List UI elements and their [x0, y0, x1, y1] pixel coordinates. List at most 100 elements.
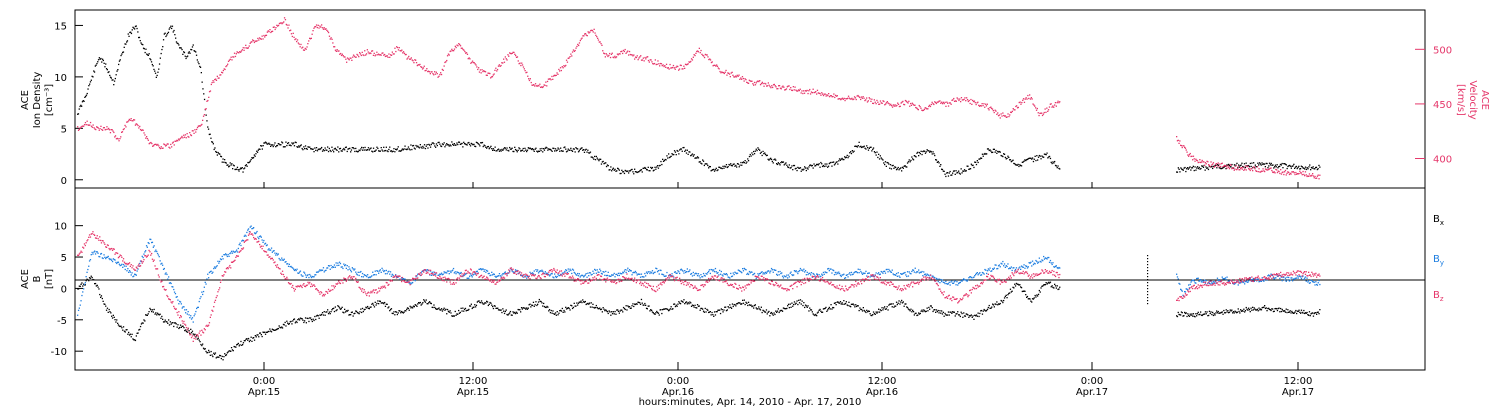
b-bx-series-point: [188, 330, 190, 332]
ion-density-series-point: [821, 165, 824, 168]
b-by-series-point: [717, 271, 719, 274]
velocity-series-point: [587, 31, 589, 33]
ion-density-series-late-point: [1176, 171, 1178, 173]
b-by-series-point: [209, 271, 211, 273]
b-bx-series-point: [761, 311, 763, 314]
b-bx-series-point: [906, 307, 909, 309]
ion-density-series-point: [588, 152, 591, 154]
velocity-series-point: [933, 103, 935, 106]
ion-density-series-point: [904, 165, 906, 167]
velocity-series-point: [653, 63, 655, 65]
velocity-series-point: [568, 57, 570, 59]
ion-density-series-late-point: [1217, 164, 1220, 166]
ion-density-series-point: [628, 172, 630, 174]
b-bx-series-point: [771, 313, 773, 315]
b-bx-series-point: [774, 313, 776, 316]
b-bx-series-point: [1023, 290, 1025, 292]
b-bx-series-point: [242, 343, 244, 346]
b-bx-series-point: [560, 309, 562, 312]
b-by-series-point: [622, 272, 625, 274]
b-bx-series-point: [931, 307, 933, 309]
b-bx-series-point: [916, 314, 918, 317]
velocity-series-point: [253, 41, 256, 44]
ion-density-series-point: [823, 165, 825, 168]
velocity-series-point: [653, 62, 656, 65]
b-bx-series-point: [545, 306, 547, 309]
ion-density-series-point: [235, 168, 237, 171]
b-by-series-point: [812, 272, 814, 275]
ion-density-series-point: [509, 146, 511, 149]
b-by-series-point: [293, 269, 296, 272]
b-by-series-point: [664, 275, 666, 277]
ion-density-series-point: [650, 166, 652, 169]
b-bx-series-point: [394, 314, 396, 316]
b-by-series-point: [104, 256, 106, 258]
ion-density-series-point: [576, 148, 578, 150]
b-bx-series-point: [890, 303, 893, 305]
ion-density-series-point: [987, 148, 989, 150]
velocity-series-point: [1019, 101, 1021, 103]
b-bx-series-late-point: [1227, 310, 1229, 312]
b-bx-series-point: [641, 302, 643, 304]
velocity-series-late-point: [1192, 155, 1195, 157]
velocity-series-point: [712, 65, 714, 67]
b-by-series-point: [156, 250, 158, 253]
ion-density-series-point: [325, 149, 327, 151]
b-by-series-point: [108, 257, 110, 260]
velocity-series-point: [141, 129, 143, 131]
velocity-series-point: [684, 67, 686, 69]
b-bx-series-point: [883, 307, 885, 309]
b-by-series-point: [77, 309, 80, 311]
b-by-series-point: [737, 269, 739, 271]
ion-density-series-point: [519, 148, 521, 150]
b-bx-series-point: [977, 312, 979, 314]
velocity-series-point: [547, 78, 550, 80]
b-bx-series-point: [362, 310, 364, 313]
velocity-series-late-point: [1238, 169, 1240, 171]
b-by-series-point: [770, 267, 773, 270]
velocity-series-point: [190, 134, 192, 136]
ion-density-series-point: [838, 158, 841, 160]
ion-density-series-point: [590, 156, 592, 158]
velocity-series-late-point: [1315, 177, 1317, 179]
velocity-series-point: [946, 101, 948, 103]
b-by-series-point: [670, 275, 672, 277]
b-by-series-point: [231, 252, 234, 254]
velocity-series-point: [677, 65, 679, 68]
b-bx-series-point: [813, 314, 815, 316]
b-bx-series-point: [186, 331, 188, 333]
velocity-series-point: [286, 24, 288, 26]
b-bx-series-point: [423, 299, 425, 301]
b-bx-series-point: [533, 305, 535, 307]
velocity-series-point: [937, 101, 939, 103]
ion-density-series-point: [992, 148, 995, 150]
b-by-series-point: [705, 272, 707, 275]
b-bx-series-point: [156, 314, 158, 316]
b-bx-series-point: [1039, 291, 1041, 293]
b-bx-series-point: [366, 307, 368, 309]
ion-density-series-late-point: [1214, 164, 1216, 167]
velocity-series-point: [524, 70, 526, 72]
b-bx-series-point: [293, 318, 296, 320]
ion-density-series-late-point: [1221, 167, 1223, 170]
b-bx-series-point: [901, 302, 904, 304]
b-bx-series-point: [541, 302, 543, 304]
velocity-series-point: [468, 57, 470, 59]
b-bx-series-point: [831, 308, 833, 310]
velocity-series-point: [469, 58, 471, 60]
b-bx-series-point: [210, 350, 212, 353]
velocity-series-point: [86, 120, 88, 122]
velocity-series-point: [873, 99, 875, 101]
b-bx-series-point: [285, 325, 287, 327]
b-by-series-point: [810, 272, 813, 274]
b-bx-series-point: [255, 336, 257, 338]
b-bx-series-late-point: [1187, 313, 1189, 315]
velocity-series-point: [341, 53, 343, 55]
b-bx-series-point: [756, 308, 758, 310]
ion-density-series-late-point: [1213, 165, 1215, 167]
velocity-series-point: [792, 86, 794, 88]
velocity-series-point: [743, 80, 745, 82]
velocity-series-point: [365, 54, 367, 56]
b-bx-series-point: [700, 307, 702, 310]
velocity-series-late-point: [1199, 159, 1201, 161]
